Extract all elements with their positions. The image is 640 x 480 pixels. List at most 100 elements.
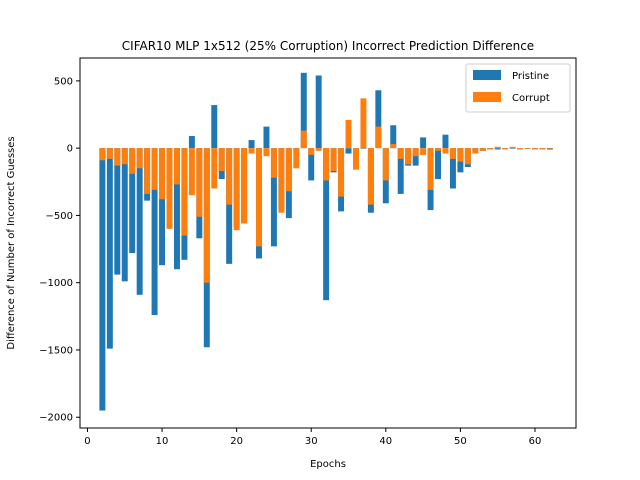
bar-corrupt-epoch-18 — [218, 148, 225, 172]
bar-corrupt-epoch-25 — [270, 148, 277, 178]
bar-corrupt-epoch-42 — [397, 148, 404, 159]
bar-pristine-epoch-2 — [99, 148, 106, 411]
bar-corrupt-epoch-22 — [248, 148, 255, 154]
bar-pristine-epoch-47 — [435, 148, 441, 180]
bar-pristine-epoch-9 — [151, 148, 158, 315]
bar-corrupt-epoch-2 — [99, 148, 106, 161]
bar-pristine-epoch-29 — [300, 72, 307, 149]
bar-corrupt-epoch-62 — [546, 148, 553, 149]
bar-corrupt-epoch-57 — [509, 146, 516, 149]
y-tick-label: −500 — [46, 211, 73, 222]
bar-corrupt-epoch-40 — [382, 148, 389, 181]
bar-corrupt-epoch-56 — [502, 148, 509, 150]
bar-corrupt-epoch-3 — [106, 148, 113, 159]
bar-corrupt-epoch-34 — [338, 148, 345, 197]
bar-pristine-epoch-4 — [114, 148, 121, 275]
bar-corrupt-epoch-9 — [151, 148, 158, 190]
bar-corrupt-epoch-7 — [136, 148, 143, 169]
bar-corrupt-epoch-20 — [233, 148, 240, 231]
bar-corrupt-epoch-23 — [256, 148, 262, 247]
bar-pristine-epoch-49 — [449, 148, 456, 189]
bar-corrupt-epoch-37 — [360, 98, 367, 149]
bar-pristine-epoch-17 — [211, 105, 218, 149]
plot-frame — [79, 57, 577, 429]
bar-corrupt-epoch-5 — [121, 148, 128, 165]
bar-pristine-epoch-31 — [315, 75, 322, 149]
bar-corrupt-epoch-10 — [159, 148, 166, 200]
bar-pristine-epoch-7 — [136, 148, 143, 295]
x-tick-label: 60 — [529, 436, 542, 447]
bar-pristine-epoch-41 — [390, 125, 397, 149]
bar-corrupt-epoch-50 — [457, 148, 464, 162]
bar-corrupt-epoch-47 — [435, 148, 441, 151]
bars-group — [99, 72, 553, 411]
bar-pristine-epoch-6 — [129, 148, 136, 254]
bar-pristine-epoch-12 — [173, 148, 180, 270]
y-tick-label: −2000 — [39, 413, 73, 424]
bar-pristine-epoch-22 — [248, 140, 255, 149]
x-tick-label: 50 — [454, 436, 467, 447]
bar-corrupt-epoch-54 — [487, 148, 494, 150]
bar-corrupt-epoch-61 — [539, 148, 546, 150]
bar-corrupt-epoch-33 — [330, 148, 337, 172]
bar-pristine-epoch-30 — [308, 148, 315, 181]
bar-corrupt-epoch-60 — [531, 148, 538, 150]
bar-corrupt-epoch-44 — [412, 148, 419, 157]
bar-corrupt-epoch-38 — [367, 148, 374, 205]
bar-pristine-epoch-57 — [509, 148, 516, 149]
bar-corrupt-epoch-24 — [263, 148, 270, 157]
bar-corrupt-epoch-39 — [375, 126, 382, 149]
bar-corrupt-epoch-46 — [427, 148, 434, 190]
bar-corrupt-epoch-53 — [479, 148, 486, 151]
y-tick-label: 500 — [54, 76, 73, 87]
bar-corrupt-epoch-17 — [211, 148, 218, 189]
bar-corrupt-epoch-21 — [241, 148, 248, 224]
bar-corrupt-epoch-58 — [517, 148, 524, 150]
bar-corrupt-epoch-12 — [173, 148, 180, 185]
bar-corrupt-epoch-16 — [203, 148, 210, 283]
bar-corrupt-epoch-26 — [278, 148, 285, 213]
bar-pristine-epoch-10 — [159, 148, 166, 266]
chart-title: CIFAR10 MLP 1x512 (25% Corruption) Incor… — [122, 39, 534, 53]
bar-pristine-epoch-62 — [546, 148, 553, 150]
bar-pristine-epoch-44 — [412, 148, 419, 166]
bar-corrupt-epoch-27 — [285, 148, 292, 192]
bar-corrupt-epoch-19 — [226, 148, 233, 205]
bar-pristine-epoch-35 — [345, 148, 352, 154]
bar-corrupt-epoch-43 — [405, 148, 412, 165]
x-tick-label: 0 — [84, 436, 90, 447]
bar-pristine-epoch-24 — [263, 126, 270, 149]
bar-corrupt-epoch-28 — [293, 148, 300, 169]
legend: Pristine Corrupt — [465, 63, 571, 113]
x-tick-label: 30 — [305, 436, 318, 447]
legend-swatch-pristine — [473, 70, 501, 80]
bar-corrupt-epoch-31 — [315, 148, 322, 151]
y-tick-label: −1500 — [39, 345, 73, 356]
bar-corrupt-epoch-30 — [308, 148, 315, 155]
bar-pristine-epoch-25 — [270, 148, 277, 247]
bar-corrupt-epoch-35 — [345, 119, 352, 149]
bar-pristine-epoch-14 — [188, 136, 195, 149]
bar-corrupt-epoch-11 — [166, 148, 173, 229]
x-tick-label: 40 — [379, 436, 392, 447]
bar-corrupt-epoch-49 — [449, 148, 456, 159]
bar-pristine-epoch-55 — [494, 148, 501, 150]
y-ticks-group: 500 0 −500 −1000 −1500 −2000 — [39, 76, 80, 424]
y-tick-label: −1000 — [39, 278, 73, 289]
bar-pristine-epoch-39 — [375, 90, 382, 149]
bar-corrupt-epoch-15 — [196, 148, 203, 217]
bar-corrupt-epoch-29 — [300, 130, 307, 149]
bar-corrupt-epoch-36 — [352, 148, 359, 170]
bar-pristine-epoch-42 — [397, 148, 404, 194]
bar-corrupt-epoch-4 — [114, 148, 121, 166]
y-tick-label: 0 — [67, 144, 73, 155]
bar-pristine-epoch-48 — [442, 134, 449, 149]
legend-label-pristine: Pristine — [512, 71, 549, 82]
bar-pristine-epoch-32 — [323, 148, 330, 301]
x-tick-label: 10 — [156, 436, 169, 447]
x-tick-label: 20 — [230, 436, 243, 447]
bar-corrupt-epoch-14 — [188, 148, 195, 196]
bar-corrupt-epoch-51 — [464, 148, 471, 165]
x-axis-label: Epochs — [310, 459, 346, 470]
